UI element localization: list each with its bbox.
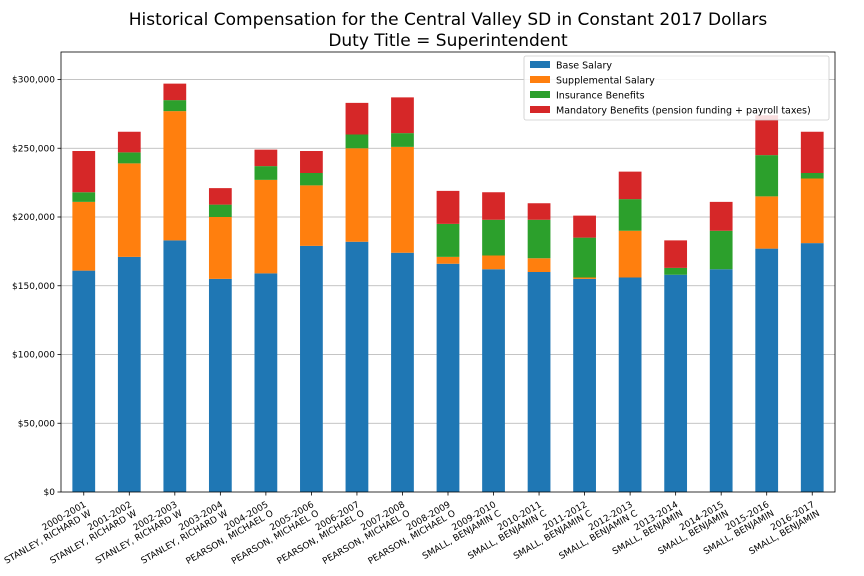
bar-mandatory-benefits-pension-funding-payroll-taxes-2002-2003 [163, 83, 187, 101]
legend: Base Salary Supplemental Salary Insurance … [523, 55, 830, 121]
bar-supplemental-salary-2012-2013 [618, 230, 642, 278]
bar-supplemental-salary-2004-2005 [254, 179, 278, 274]
legend-swatch [530, 91, 550, 98]
bar-insurance-benefits-2002-2003 [163, 100, 187, 112]
bar-base-salary-2014-2015 [709, 269, 733, 492]
bar-insurance-benefits-2012-2013 [618, 199, 642, 231]
bar-base-salary-2007-2008 [391, 252, 414, 492]
bar-supplemental-salary-2016-2017 [800, 178, 824, 244]
bar-insurance-benefits-2006-2007 [345, 134, 369, 149]
bar-mandatory-benefits-pension-funding-payroll-taxes-2004-2005 [254, 149, 278, 167]
bar-insurance-benefits-2011-2012 [573, 237, 596, 278]
y-tick-label: $0 [44, 488, 56, 498]
bar-insurance-benefits-2010-2011 [527, 219, 551, 259]
y-tick-label: $50,000 [18, 419, 55, 429]
legend-swatch [530, 106, 550, 113]
bar-mandatory-benefits-pension-funding-payroll-taxes-2009-2010 [482, 192, 505, 220]
bar-mandatory-benefits-pension-funding-payroll-taxes-2016-2017 [800, 131, 824, 173]
legend-label: Supplemental Salary [556, 76, 655, 87]
bars-layer [72, 83, 824, 492]
bar-mandatory-benefits-pension-funding-payroll-taxes-2005-2006 [300, 151, 323, 173]
bar-insurance-benefits-2014-2015 [709, 230, 733, 270]
bar-supplemental-salary-2000-2001 [72, 201, 96, 271]
bar-mandatory-benefits-pension-funding-payroll-taxes-2008-2009 [436, 190, 460, 224]
bar-insurance-benefits-2007-2008 [391, 133, 414, 147]
bar-base-salary-2016-2017 [800, 243, 824, 492]
legend-swatch [530, 61, 550, 68]
bar-supplemental-salary-2007-2008 [391, 146, 414, 253]
bar-supplemental-salary-2003-2004 [208, 217, 232, 279]
y-tick-label: $300,000 [12, 76, 55, 86]
plot-frame [60, 51, 836, 493]
legend-swatch [530, 76, 550, 83]
bar-mandatory-benefits-pension-funding-payroll-taxes-2015-2016 [755, 115, 779, 156]
bar-insurance-benefits-2008-2009 [436, 223, 460, 257]
legend-label: Mandatory Benefits (pension funding + pa… [556, 106, 811, 117]
bar-supplemental-salary-2011-2012 [573, 277, 596, 279]
y-tick-label: $250,000 [12, 144, 55, 154]
bar-base-salary-2006-2007 [345, 241, 369, 492]
legend-label: Base Salary [556, 61, 612, 72]
bar-supplemental-salary-2002-2003 [163, 111, 187, 241]
bar-supplemental-salary-2006-2007 [345, 148, 369, 242]
bar-insurance-benefits-2013-2014 [664, 267, 688, 275]
bar-base-salary-2003-2004 [208, 278, 232, 492]
bar-base-salary-2000-2001 [72, 270, 96, 492]
bar-base-salary-2004-2005 [254, 273, 278, 492]
bar-base-salary-2011-2012 [573, 278, 596, 492]
legend-box [523, 55, 830, 121]
bar-mandatory-benefits-pension-funding-payroll-taxes-2000-2001 [72, 151, 96, 193]
bar-mandatory-benefits-pension-funding-payroll-taxes-2013-2014 [664, 240, 688, 268]
bar-base-salary-2009-2010 [482, 269, 505, 492]
bar-insurance-benefits-2004-2005 [254, 166, 278, 180]
bar-base-salary-2008-2009 [436, 263, 460, 492]
bar-base-salary-2012-2013 [618, 277, 642, 492]
bar-base-salary-2013-2014 [664, 274, 688, 492]
bar-insurance-benefits-2015-2016 [755, 155, 779, 197]
bar-supplemental-salary-2009-2010 [482, 255, 505, 270]
bar-mandatory-benefits-pension-funding-payroll-taxes-2011-2012 [573, 215, 596, 238]
legend-label: Insurance Benefits [556, 91, 645, 102]
bar-insurance-benefits-2003-2004 [208, 204, 232, 217]
bar-base-salary-2005-2006 [300, 245, 323, 492]
bar-insurance-benefits-2016-2017 [800, 173, 824, 179]
bar-mandatory-benefits-pension-funding-payroll-taxes-2006-2007 [345, 102, 369, 135]
bar-supplemental-salary-2015-2016 [755, 196, 779, 249]
bar-mandatory-benefits-pension-funding-payroll-taxes-2010-2011 [527, 203, 551, 220]
chart-subtitle: Duty Title = Superintendent [328, 31, 568, 51]
bar-insurance-benefits-2009-2010 [482, 219, 505, 256]
y-tick-label: $200,000 [12, 213, 55, 223]
bar-insurance-benefits-2001-2002 [117, 152, 141, 164]
bar-supplemental-salary-2005-2006 [300, 185, 323, 246]
bar-mandatory-benefits-pension-funding-payroll-taxes-2003-2004 [208, 188, 232, 205]
bar-insurance-benefits-2005-2006 [300, 173, 323, 186]
bar-base-salary-2015-2016 [755, 248, 779, 492]
chart-title: Historical Compensation for the Central … [129, 10, 768, 30]
bar-supplemental-salary-2001-2002 [117, 163, 141, 257]
bar-mandatory-benefits-pension-funding-payroll-taxes-2014-2015 [709, 201, 733, 231]
bar-mandatory-benefits-pension-funding-payroll-taxes-2001-2002 [117, 131, 141, 153]
y-tick-label: $150,000 [12, 282, 55, 292]
bar-mandatory-benefits-pension-funding-payroll-taxes-2007-2008 [391, 97, 414, 134]
bar-mandatory-benefits-pension-funding-payroll-taxes-2012-2013 [618, 171, 642, 200]
bar-base-salary-2002-2003 [163, 240, 187, 492]
bar-base-salary-2010-2011 [527, 272, 551, 492]
bar-supplemental-salary-2010-2011 [527, 258, 551, 272]
bar-insurance-benefits-2000-2001 [72, 192, 96, 202]
bar-supplemental-salary-2008-2009 [436, 256, 460, 264]
bar-base-salary-2001-2002 [117, 256, 141, 492]
y-tick-label: $100,000 [12, 351, 55, 361]
